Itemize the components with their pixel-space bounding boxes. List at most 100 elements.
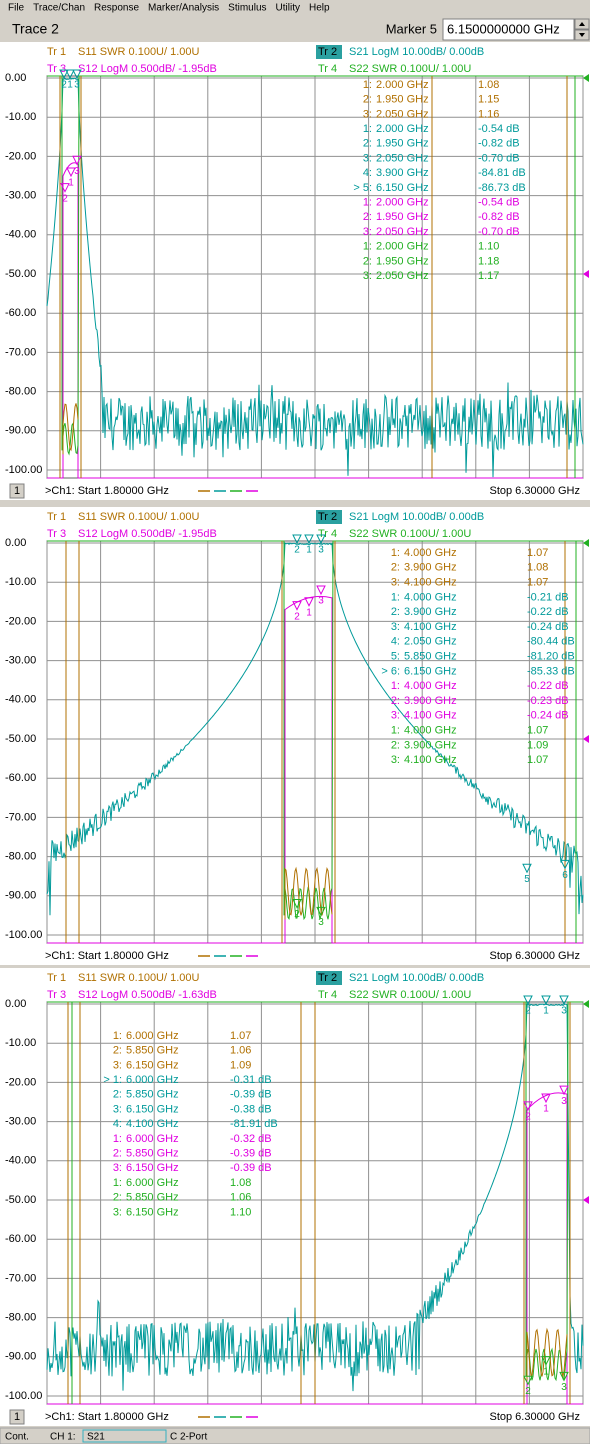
y-tick-label: -10.00 <box>5 111 36 123</box>
marker-number: 2: <box>363 255 372 267</box>
marker-value: -0.54 dB <box>478 123 520 135</box>
trace-setting[interactable]: S21 LogM 10.00dB/ 0.00dB <box>349 46 484 58</box>
trace-id[interactable]: Tr 3 <box>47 63 66 75</box>
marker-flag-label: 3 <box>561 1006 567 1017</box>
marker-number: 4: <box>363 167 372 179</box>
menu-item[interactable]: Help <box>309 3 330 14</box>
sweep-start: >Ch1: Start 1.80000 GHz <box>45 485 169 497</box>
trace-id[interactable]: Tr 1 <box>47 46 66 58</box>
marker-frequency: 5.850 GHz <box>126 1089 179 1101</box>
trace-s12 <box>47 1092 583 1405</box>
trace-id[interactable]: Tr 1 <box>47 972 66 984</box>
marker-frequency: 3.900 GHz <box>376 167 429 179</box>
marker-frequency: 2.050 GHz <box>376 152 429 164</box>
marker-number: 1: <box>391 680 400 692</box>
marker-value: 1.18 <box>478 255 499 267</box>
trace-s12 <box>47 162 583 479</box>
trace-setting[interactable]: S11 SWR 0.100U/ 1.00U <box>78 972 200 984</box>
trace-id[interactable]: Tr 4 <box>318 63 337 75</box>
marker-number: 3: <box>363 270 372 282</box>
marker-flag <box>65 69 75 80</box>
marker-flag-label: 2 <box>525 1006 531 1017</box>
trace-setting[interactable]: S12 LogM 0.500dB/ -1.95dB <box>78 63 217 75</box>
y-tick-label: -90.00 <box>5 1351 36 1363</box>
sweep-start: >Ch1: Start 1.80000 GHz <box>45 1411 169 1423</box>
marker-frequency: 1.950 GHz <box>376 94 429 106</box>
marker-flag <box>559 1085 569 1096</box>
menu-item[interactable]: Response <box>94 3 139 14</box>
marker-value: -85.33 dB <box>527 665 575 677</box>
marker-flag <box>59 69 69 80</box>
marker-number: 4: <box>113 1118 122 1130</box>
trace-setting[interactable]: S21 LogM 10.00dB/ 0.00dB <box>349 972 484 984</box>
marker-frequency: 4.100 GHz <box>404 621 457 633</box>
marker-number: 3: <box>113 1162 122 1174</box>
trace-id[interactable]: Tr 2 <box>318 46 337 58</box>
marker-value: 1.07 <box>527 754 548 766</box>
trace-s11 <box>59 76 82 478</box>
marker-number: 1: <box>391 591 400 603</box>
marker-frequency: 4.100 GHz <box>126 1118 179 1130</box>
marker-flag <box>316 906 326 917</box>
trace-setting[interactable]: S11 SWR 0.100U/ 1.00U <box>78 46 200 58</box>
menu-item[interactable]: Marker/Analysis <box>148 3 219 14</box>
trace-setting[interactable]: S22 SWR 0.100U/ 1.00U <box>349 989 471 1001</box>
marker-flag-label: 2 <box>525 1386 531 1397</box>
marker-frequency: 2.000 GHz <box>376 241 429 253</box>
trace-setting[interactable]: S12 LogM 0.500dB/ -1.95dB <box>78 528 217 540</box>
reference-arrow <box>583 735 589 743</box>
marker-frequency: 2.000 GHz <box>376 79 429 91</box>
trace-id[interactable]: Tr 2 <box>318 972 337 984</box>
menu-item[interactable]: Utility <box>276 3 300 14</box>
trace-id[interactable]: Tr 4 <box>318 528 337 540</box>
channel-box[interactable] <box>9 1409 25 1425</box>
trace-setting[interactable]: S22 SWR 0.100U/ 1.00U <box>349 528 471 540</box>
marker-flag-label: 2 <box>525 1111 531 1122</box>
marker-value: 1.07 <box>230 1030 251 1042</box>
trace-setting[interactable]: S21 LogM 10.00dB/ 0.00dB <box>349 511 484 523</box>
marker-value: -84.81 dB <box>478 167 526 179</box>
marker-number: 3: <box>113 1206 122 1218</box>
marker-value: -0.24 dB <box>527 710 569 722</box>
trace-id[interactable]: Tr 1 <box>47 511 66 523</box>
marker-frequency: 6.150 GHz <box>126 1103 179 1115</box>
marker-flag-label: 2 <box>294 909 300 920</box>
y-tick-label: -80.00 <box>5 386 36 398</box>
marker-number: 3: <box>391 621 400 633</box>
marker-number: 4: <box>391 636 400 648</box>
marker-frequency: 6.000 GHz <box>126 1074 179 1086</box>
menu-item[interactable]: Trace/Chan <box>33 3 85 14</box>
marker-number: 3: <box>391 710 400 722</box>
marker-number: 2: <box>391 739 400 751</box>
marker-flag <box>72 69 82 80</box>
marker-number: 2: <box>113 1148 122 1160</box>
marker-number: 1: <box>113 1030 122 1042</box>
marker-value[interactable]: 6.1500000000 GHz <box>447 21 560 36</box>
sweep-stop: Stop 6.30000 GHz <box>489 485 580 497</box>
channel-number[interactable]: 1 <box>14 1411 20 1423</box>
marker-flag-label: 3 <box>74 166 80 177</box>
menu-item[interactable]: File <box>8 3 25 14</box>
y-tick-label: -70.00 <box>5 346 36 358</box>
y-tick-label: -40.00 <box>5 1155 36 1167</box>
trace-id[interactable]: Tr 4 <box>318 989 337 1001</box>
marker-number: 2: <box>363 138 372 150</box>
channel-number[interactable]: 1 <box>14 485 20 497</box>
marker-frequency: 3.900 GHz <box>404 562 457 574</box>
channel-box[interactable] <box>9 483 25 499</box>
trace-id[interactable]: Tr 2 <box>318 511 337 523</box>
marker-number: 2: <box>391 562 400 574</box>
trace-id[interactable]: Tr 3 <box>47 989 66 1001</box>
trace-setting[interactable]: S11 SWR 0.100U/ 1.00U <box>78 511 200 523</box>
marker-frequency: 2.050 GHz <box>376 108 429 120</box>
marker-value: -81.91 dB <box>230 1118 278 1130</box>
marker-input[interactable] <box>442 18 575 41</box>
menu-item[interactable]: Stimulus <box>228 3 266 14</box>
y-tick-label: -90.00 <box>5 890 36 902</box>
trace-setting[interactable]: S22 SWR 0.100U/ 1.00U <box>349 63 471 75</box>
trace-setting[interactable]: S12 LogM 0.500dB/ -1.63dB <box>78 989 217 1001</box>
marker-value: -0.23 dB <box>527 695 569 707</box>
marker-frequency: 6.150 GHz <box>126 1162 179 1174</box>
trace-id[interactable]: Tr 3 <box>47 528 66 540</box>
sweep-stop: Stop 6.30000 GHz <box>489 1411 580 1423</box>
